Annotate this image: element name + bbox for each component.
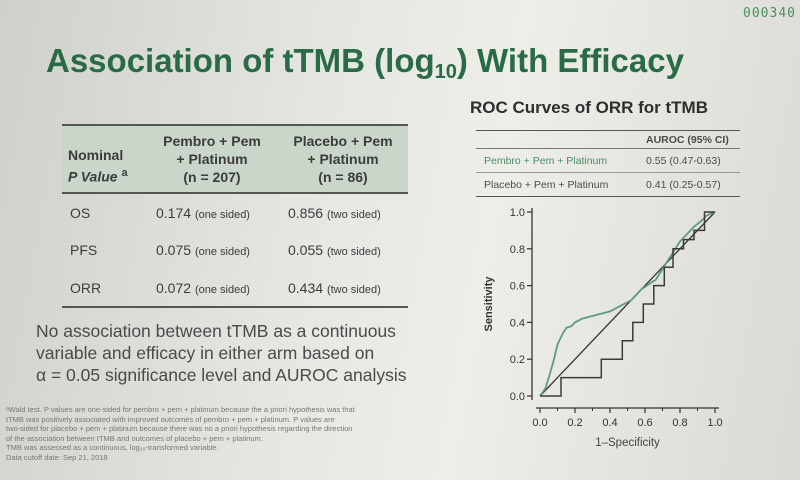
row-placebo-value: 0.856 (two sided) [288,204,381,221]
roc-curve-placebo [540,211,715,397]
legend-name-placebo: Placebo + Pem + Platinum [484,179,609,191]
roc-legend-table: AUROC (95% CI) Pembro + Pem + Platinum 0… [476,130,740,197]
header-placebo: Placebo + Pem + Platinum (n = 86) [293,133,393,185]
footnote: ᵃWald test. P values are one-sided for p… [6,405,355,462]
y-tick-label: 0.4 [510,317,525,329]
row-measure: ORR [70,279,102,296]
row-pembro-value: 0.174 (one sided) [156,204,250,221]
y-tick-label: 0.0 [510,391,525,403]
table-header-row: Nominal P Value a Pembro + Pem + Platinu… [62,125,408,193]
y-tick-label: 0.8 [510,244,525,256]
conclusion-text: No association between tTMB as a continu… [36,321,407,385]
row-measure: OS [70,204,91,221]
title-main: Association of tTMB (log [46,42,435,79]
slide-number: 000340 [743,6,796,21]
row-pembro-value: 0.075 (one sided) [156,242,250,258]
legend-header: AUROC (95% CI) [476,130,740,149]
y-axis-label: Sensitivity [483,276,495,332]
x-tick-label: 1.0 [707,417,722,429]
legend-row-placebo: Placebo + Pem + Platinum 0.41 (0.25-0.57… [476,173,740,197]
header-pembro: Pembro + Pem + Platinum (n = 207) [163,133,261,185]
roc-chart: 0.0 0.2 0.4 0.6 0.8 1.0 0.0 0.2 0.4 0.6 0.8 1.0 Sen… [483,207,723,449]
x-tick-label: 0.8 [672,417,687,429]
roc-curve-pembro [539,211,716,397]
row-measure: PFS [70,242,98,258]
x-tick-label: 0.2 [567,417,582,429]
legend-value-pembro: 0.55 (0.47-0.63) [646,155,721,167]
title-end: ) With Efficacy [456,42,684,79]
legend-row-pembro: Pembro + Pem + Platinum 0.55 (0.47-0.63) [476,149,740,173]
roc-axes: 0.0 0.2 0.4 0.6 0.8 1.0 0.0 0.2 0.4 0.6 0.8 1.0 [510,207,723,429]
roc-reference [539,211,716,397]
table-row: PFS 0.075 (one sided) 0.055 (two sided) [62,231,408,269]
roc-chart-title: ROC Curves of ORR for tTMB [470,98,708,117]
legend-name-pembro: Pembro + Pem + Platinum [484,155,608,167]
x-tick-label: 0.6 [637,417,652,429]
row-placebo-value: 0.434 (two sided) [288,279,381,296]
x-axis-label: 1–Specificity [595,437,660,449]
roc-series-group [539,211,716,397]
y-tick-label: 0.6 [510,281,525,293]
pvalue-table-wrap: Nominal P Value a Pembro + Pem + Platinu… [62,124,408,308]
table-row: OS 0.174 (one sided) 0.856 (two sided) [62,193,408,231]
table-row: ORR 0.072 (one sided) 0.434 (two sided) [62,269,408,307]
y-tick-label: 0.2 [510,354,525,366]
title-subscript: 10 [434,61,457,83]
page-title: Association of tTMB (log10) With Efficac… [46,42,684,84]
pvalue-table: Nominal P Value a Pembro + Pem + Platinu… [62,124,408,308]
reference-diagonal [539,211,716,397]
row-pembro-value: 0.072 (one sided) [156,279,250,296]
y-tick-label: 1.0 [510,207,525,219]
table-body: OS 0.174 (one sided) 0.856 (two sided) PFS 0… [62,193,408,307]
x-tick-label: 0.0 [532,417,547,429]
x-tick-label: 0.4 [602,417,617,429]
legend-value-placebo: 0.41 (0.25-0.57) [646,179,721,191]
row-placebo-value: 0.055 (two sided) [288,242,381,258]
header-nominal: Nominal P Value a [68,147,128,185]
